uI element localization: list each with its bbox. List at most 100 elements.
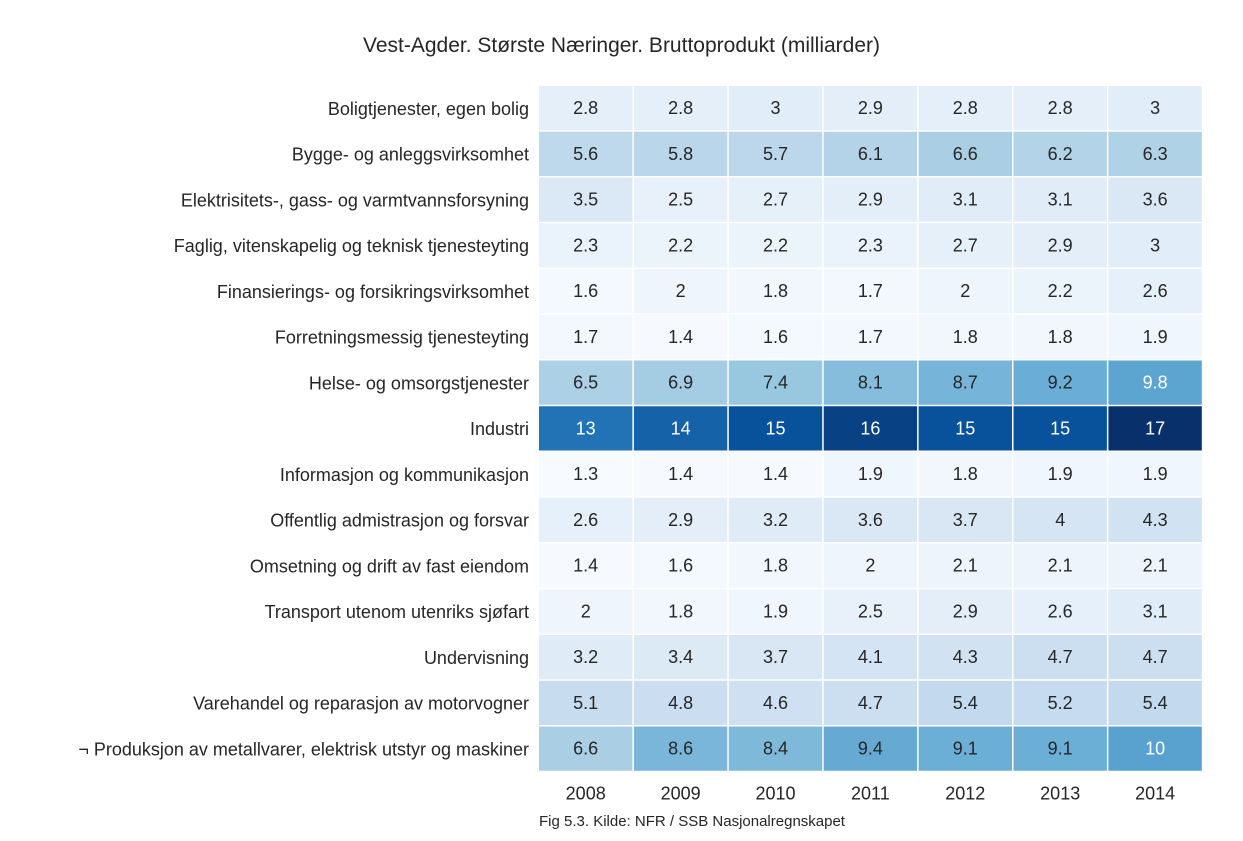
heatmap-cell	[918, 314, 1012, 359]
heatmap-cell	[633, 452, 728, 497]
cell-value-label: 4.7	[1143, 647, 1168, 667]
heatmap-cell	[823, 223, 918, 268]
x-tick-label: 2012	[945, 783, 985, 803]
cell-value-label: 3	[1150, 98, 1160, 118]
heatmap-cell	[1013, 680, 1107, 725]
heatmap-cell	[1013, 726, 1107, 771]
cell-value-label: 2.7	[953, 235, 978, 255]
heatmap-cell	[539, 635, 633, 680]
heatmap-cell	[918, 177, 1012, 222]
chart-caption: Fig 5.3. Kilde: NFR / SSB Nasjonalregnsk…	[539, 813, 845, 830]
heatmap-cell	[918, 360, 1012, 405]
cell-value-label: 3	[770, 98, 780, 118]
heatmap-cell	[633, 543, 728, 588]
row-label: Helse- og omsorgstjenester	[309, 373, 529, 393]
cell-value-label: 2	[865, 556, 875, 576]
heatmap-cell	[1108, 177, 1202, 222]
x-tick-label: 2009	[661, 783, 701, 803]
cell-value-label: 2.3	[573, 235, 598, 255]
cell-value-label: 3.2	[573, 647, 598, 667]
cell-value-label: 8.4	[763, 739, 788, 759]
cell-value-label: 2.9	[953, 601, 978, 621]
heatmap-cell	[728, 680, 823, 725]
heatmap-cell	[633, 86, 728, 131]
heatmap-cell	[918, 726, 1012, 771]
cell-value-label: 1.6	[668, 556, 693, 576]
cell-value-label: 9.4	[858, 739, 883, 759]
row-label: Omsetning og drift av fast eiendom	[250, 556, 529, 576]
cell-value-label: 1.9	[1143, 327, 1168, 347]
cell-value-label: 3.1	[1048, 190, 1073, 210]
row-label: Forretningsmessig tjenesteyting	[275, 328, 529, 348]
heatmap-cell	[633, 131, 728, 176]
heatmap-cell	[1013, 589, 1107, 634]
cell-value-label: 13	[576, 418, 596, 438]
heatmap-cell	[1013, 131, 1107, 176]
cell-value-label: 1.8	[763, 556, 788, 576]
heatmap-cell	[539, 452, 633, 497]
heatmap-cell	[1013, 543, 1107, 588]
x-tick-label: 2008	[566, 783, 606, 803]
cell-value-label: 2	[581, 601, 591, 621]
cell-value-label: 2.6	[1143, 281, 1168, 301]
heatmap-cell	[823, 86, 918, 131]
cell-value-label: 3.7	[953, 510, 978, 530]
cell-value-label: 2.8	[668, 98, 693, 118]
cell-value-label: 3.5	[573, 190, 598, 210]
cell-value-label: 4.3	[953, 647, 978, 667]
heatmap-cell	[918, 452, 1012, 497]
cell-value-label: 5.4	[1143, 693, 1168, 713]
heatmap-cell	[918, 269, 1012, 314]
cell-value-label: 1.7	[858, 281, 883, 301]
cell-value-label: 2.5	[858, 601, 883, 621]
row-label: Boligtjenester, egen bolig	[328, 99, 529, 119]
heatmap-cell	[633, 314, 728, 359]
row-label: Informasjon og kommunikasjon	[280, 465, 529, 485]
heatmap-cell	[1013, 452, 1107, 497]
heatmap-cell	[1013, 635, 1107, 680]
heatmap-cell	[823, 131, 918, 176]
heatmap-cell	[633, 177, 728, 222]
row-label: Undervisning	[424, 648, 529, 668]
heatmap-cell	[823, 269, 918, 314]
chart-title: Vest-Agder. Største Næringer. Bruttoprod…	[362, 34, 881, 57]
cell-value-label: 1.8	[953, 327, 978, 347]
cell-value-label: 5.7	[763, 144, 788, 164]
cell-value-label: 4.3	[1143, 510, 1168, 530]
heatmap-cell	[728, 223, 823, 268]
heatmap-cell	[633, 360, 728, 405]
row-label: Varehandel og reparasjon av motorvogner	[193, 694, 529, 714]
heatmap-cell	[1013, 497, 1107, 542]
cell-value-label: 2.9	[858, 98, 883, 118]
cell-value-label: 4.1	[858, 647, 883, 667]
heatmap-cell	[728, 406, 823, 451]
cell-value-label: 1.8	[953, 464, 978, 484]
heatmap-cell	[918, 497, 1012, 542]
cell-value-label: 15	[765, 418, 785, 438]
heatmap-cell	[1013, 406, 1107, 451]
heatmap-cell	[728, 452, 823, 497]
x-tick-label: 2011	[851, 783, 890, 803]
cell-value-label: 2.1	[1143, 556, 1168, 576]
heatmap-cell	[633, 680, 728, 725]
heatmap-cell	[539, 131, 633, 176]
heatmap-cell	[539, 726, 633, 771]
heatmap-cell	[539, 86, 633, 131]
cell-value-label: 3.6	[858, 510, 883, 530]
cell-value-label: 5.1	[573, 693, 598, 713]
heatmap-cell	[728, 543, 823, 588]
cell-value-label: 6.5	[573, 373, 598, 393]
cell-value-label: 5.4	[953, 693, 978, 713]
cell-value-label: 3.1	[953, 190, 978, 210]
cell-value-label: 1.9	[1048, 464, 1073, 484]
cell-value-label: 2.8	[953, 98, 978, 118]
cell-value-label: 1.6	[573, 281, 598, 301]
cell-value-label: 16	[860, 418, 880, 438]
heatmap-cell	[539, 177, 633, 222]
cell-value-label: 2.5	[668, 190, 693, 210]
heatmap-cell	[918, 406, 1012, 451]
heatmap-cell	[633, 497, 728, 542]
heatmap-cell	[1013, 360, 1107, 405]
heatmap-cell	[728, 360, 823, 405]
